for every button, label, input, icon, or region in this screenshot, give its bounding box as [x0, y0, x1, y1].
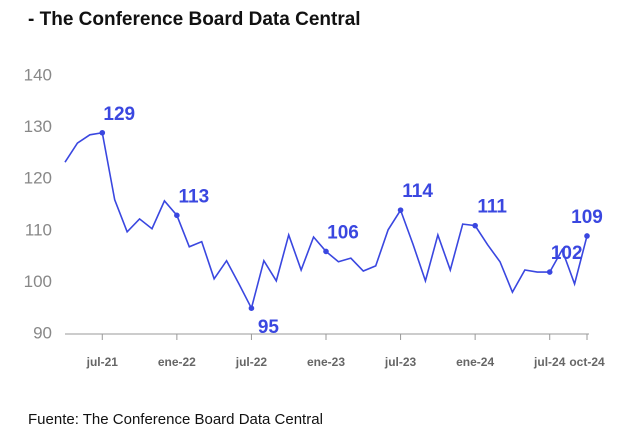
- x-tick-label: ene-24: [456, 355, 494, 369]
- x-tick-label: jul-21: [86, 355, 119, 369]
- x-tick-label: jul-22: [235, 355, 268, 369]
- data-label: 95: [258, 317, 280, 338]
- y-tick-label: 90: [33, 323, 52, 342]
- data-line: [64, 131, 588, 311]
- x-tick-label: jul-24: [533, 355, 566, 369]
- x-tick-label: oct-24: [569, 355, 605, 369]
- data-label: 109: [571, 207, 603, 228]
- data-label: 111: [477, 197, 507, 218]
- data-point: [472, 222, 478, 229]
- chart-title: - The Conference Board Data Central: [28, 9, 361, 30]
- data-point: [397, 207, 404, 213]
- source-note: Fuente: The Conference Board Data Centra…: [28, 411, 323, 428]
- data-label: 106: [327, 222, 359, 243]
- y-tick-label: 100: [24, 272, 52, 291]
- x-tick-label: ene-23: [307, 355, 345, 369]
- data-point: [584, 233, 590, 239]
- y-tick-label: 130: [24, 117, 52, 136]
- data-point: [99, 129, 106, 136]
- x-tick-label: ene-22: [158, 355, 196, 369]
- y-tick-label: 140: [24, 65, 52, 84]
- data-label: 102: [551, 243, 583, 264]
- data-label: 114: [402, 181, 433, 202]
- data-point: [174, 212, 180, 219]
- y-tick-label: 120: [24, 169, 52, 188]
- y-tick-label: 110: [25, 220, 52, 239]
- data-label: 113: [179, 186, 210, 207]
- data-point: [248, 305, 255, 312]
- data-point: [323, 248, 329, 255]
- x-tick-label: jul-23: [384, 355, 417, 369]
- data-point: [546, 269, 553, 275]
- data-label: 129: [103, 104, 135, 125]
